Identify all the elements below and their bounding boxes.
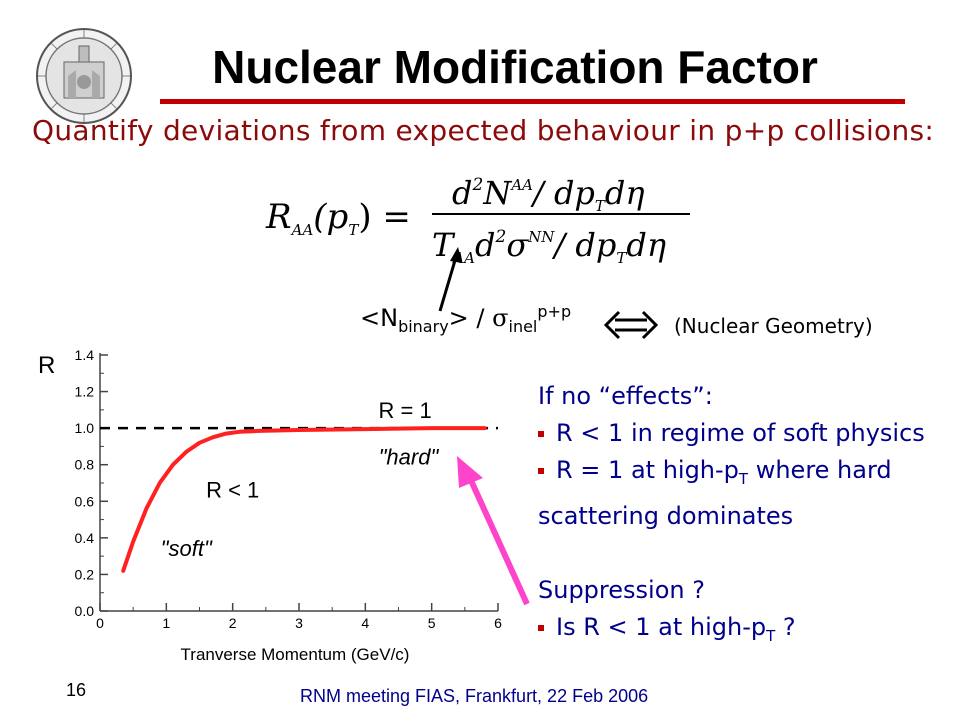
y-tick-label: 0.8 (75, 457, 95, 473)
svg-text:RAA(pT) =: RAA(pT) = (265, 197, 411, 239)
bullet-suppression: Is R < 1 at high-pT ? (538, 609, 948, 655)
chart-annotation: "hard" (379, 445, 440, 470)
effects-heading: If no “effects”: (538, 382, 713, 410)
bullet-icon (538, 468, 544, 474)
bullet-soft: R < 1 in regime of soft physics (538, 415, 948, 452)
double-arrow-icon (603, 310, 659, 340)
raa-formula: RAA(pT) = d2NAA/ dpTdη TAAd2σNN/ dpTdη (265, 174, 690, 267)
y-tick-label: 1.2 (75, 384, 95, 400)
explanation-panel: If no “effects”: R < 1 in regime of soft… (538, 378, 948, 655)
y-tick-label: 0.6 (75, 493, 95, 509)
y-tick-label: 0.4 (75, 530, 95, 546)
footer-text: RNM meeting FIAS, Frankfurt, 22 Feb 2006 (300, 686, 649, 706)
suppression-heading: Suppression ? (538, 575, 705, 604)
x-tick-label: 1 (162, 615, 170, 631)
x-tick-label: 4 (361, 615, 369, 631)
y-tick-label: 1.4 (75, 347, 95, 363)
bullet-icon (538, 624, 544, 631)
y-tick-label: 1.0 (75, 420, 95, 436)
x-tick-label: 3 (295, 615, 303, 631)
nuclear-geometry-note: (Nuclear Geometry) (674, 314, 873, 338)
highlight-arrow (457, 456, 530, 606)
x-tick-label: 0 (96, 615, 104, 631)
svg-text:TAAd2σNN/ dpTdη: TAAd2σNN/ dpTdη (432, 226, 666, 267)
bullet-icon (538, 431, 544, 437)
y-axis-label: R (38, 352, 55, 379)
page-number: 16 (66, 680, 87, 700)
university-seal-logo (36, 28, 132, 124)
svg-text:d2NAA/ dpTdη: d2NAA/ dpTdη (452, 174, 645, 215)
x-tick-label: 2 (229, 615, 237, 631)
title-underline (160, 99, 905, 104)
series-line (121, 426, 487, 573)
binary-collisions-expression: <Nbinary> / σinelp+p (360, 302, 572, 336)
bullet-hard: R = 1 at high-pT where hard scattering d… (538, 456, 892, 530)
slide-title: Nuclear Modification Factor (212, 41, 818, 93)
chart-annotation: R < 1 (206, 478, 259, 503)
x-axis-label: Tranverse Momentum (GeV/c) (181, 645, 410, 664)
reference-line-label: R = 1 (379, 398, 432, 423)
raa-chart: R 0.0 0.2 0.4 0.6 0.8 1.0 1.2 1.4 0 1 2 3 4 5 6 R = 1 R … (38, 347, 502, 664)
slide-subtitle: Quantify deviations from expected behavi… (32, 114, 935, 147)
x-tick-label: 6 (494, 615, 502, 631)
x-tick-label: 5 (428, 615, 436, 631)
pointer-arrow (438, 247, 462, 312)
y-tick-label: 0.2 (75, 566, 95, 582)
chart-annotation: "soft" (161, 536, 213, 561)
y-tick-label: 0.0 (75, 603, 95, 619)
